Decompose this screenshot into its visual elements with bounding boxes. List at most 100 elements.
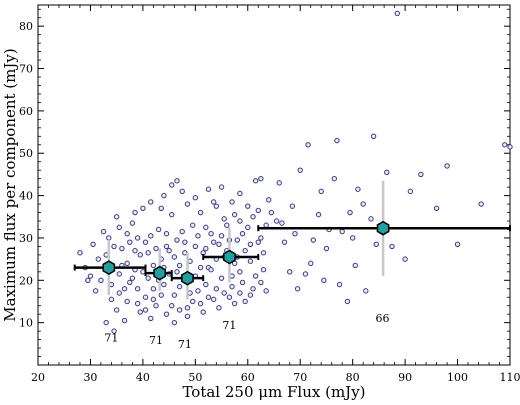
bin-count-label: 71 (222, 319, 236, 332)
scatter-point (252, 178, 259, 184)
scatter-point (195, 233, 201, 239)
scatter-point (234, 237, 240, 243)
scatter-point (224, 222, 230, 228)
y-tick-label: 80 (19, 20, 33, 33)
scatter-point (197, 300, 204, 307)
scatter-point (210, 199, 217, 205)
scatter-point (281, 239, 288, 245)
x-tick-label: 80 (346, 371, 360, 384)
scatter-point (237, 290, 243, 296)
bin-marker (376, 220, 390, 236)
scatter-point (169, 182, 175, 188)
scatter-point (260, 250, 267, 256)
scatter-point (279, 220, 285, 226)
y-tick-label: 50 (19, 147, 33, 160)
scatter-point (116, 290, 122, 296)
scatter-point (229, 199, 235, 205)
scatter-point (339, 228, 345, 235)
scatter-point (203, 281, 209, 288)
scatter-point (192, 243, 199, 250)
scatter-point (142, 307, 149, 313)
scatter-point (182, 239, 188, 245)
y-tick-label: 40 (19, 190, 33, 203)
scatter-point (268, 209, 275, 216)
scatter-point (153, 245, 159, 252)
scatter-point (258, 235, 264, 241)
scatter-point (179, 228, 185, 235)
scatter-point (197, 264, 204, 271)
scatter-point (258, 279, 264, 286)
scatter-point (218, 184, 225, 190)
scatter-point (321, 277, 327, 283)
scatter-point (250, 214, 256, 220)
scatter-point (229, 283, 235, 290)
scatter-point (247, 292, 254, 298)
scatter-point (137, 252, 143, 258)
scatter-point (418, 171, 424, 178)
scatter-point (95, 256, 102, 262)
scatter-point (407, 188, 414, 195)
scatter-point (155, 226, 162, 233)
scatter-point (134, 286, 141, 292)
scatter-point (124, 260, 130, 267)
scatter-point (213, 203, 220, 209)
scatter-point (190, 298, 196, 305)
bin-marker (102, 260, 116, 275)
scatter-point (171, 292, 178, 298)
scatter-point (226, 294, 233, 300)
scatter-point (127, 279, 133, 286)
scatter-point (87, 273, 94, 279)
scatter-point (150, 262, 157, 269)
scatter-point (140, 269, 146, 275)
scatter-point (433, 205, 440, 211)
scatter-point (106, 235, 112, 241)
scatter-point (237, 269, 243, 275)
scatter-point (263, 222, 269, 228)
scatter-point (150, 286, 157, 292)
bin-count-label: 71 (178, 338, 192, 351)
x-tick-label: 110 (500, 371, 520, 384)
scatter-point (289, 203, 296, 209)
scatter-point (171, 254, 178, 260)
scatter-point (184, 313, 191, 319)
scatter-point (161, 192, 167, 199)
scatter-point (247, 258, 254, 264)
scatter-point (205, 186, 212, 192)
scatter-point (402, 256, 408, 262)
scatter-point (242, 247, 248, 254)
scatter-point (148, 315, 154, 322)
scatter-point (478, 201, 484, 207)
scatter-point (352, 262, 358, 269)
scatter-point (237, 218, 243, 224)
scatter-point (98, 277, 104, 283)
scatter-point (292, 231, 298, 237)
scatter-point (231, 300, 238, 307)
scatter-point (221, 216, 227, 222)
scatter-point (373, 241, 379, 247)
scatter-point (218, 275, 225, 281)
bin-count-label: 66 (376, 312, 390, 325)
scatter-point (90, 241, 96, 247)
scatter-point (349, 235, 356, 241)
scatter-point (166, 247, 172, 254)
scatter-point (384, 169, 390, 175)
scatter-point (454, 241, 461, 247)
scatter-point (169, 303, 175, 309)
scatter-point (216, 241, 222, 247)
scatter-point (213, 286, 220, 292)
scatter-point (315, 211, 322, 218)
scatter-point (100, 228, 107, 235)
scatter-point (318, 188, 324, 195)
scatter-point (77, 250, 83, 256)
scatter-point (119, 245, 125, 252)
scatter-point (266, 197, 272, 203)
scatter-point (169, 211, 175, 218)
scatter-point (171, 319, 178, 326)
scatter-point (113, 307, 120, 313)
scatter-point (121, 286, 128, 292)
y-axis-label: Maximum flux per component (mJy) (1, 48, 19, 321)
scatter-point (308, 260, 314, 267)
scatter-point (360, 201, 366, 207)
x-tick-label: 50 (188, 371, 202, 384)
